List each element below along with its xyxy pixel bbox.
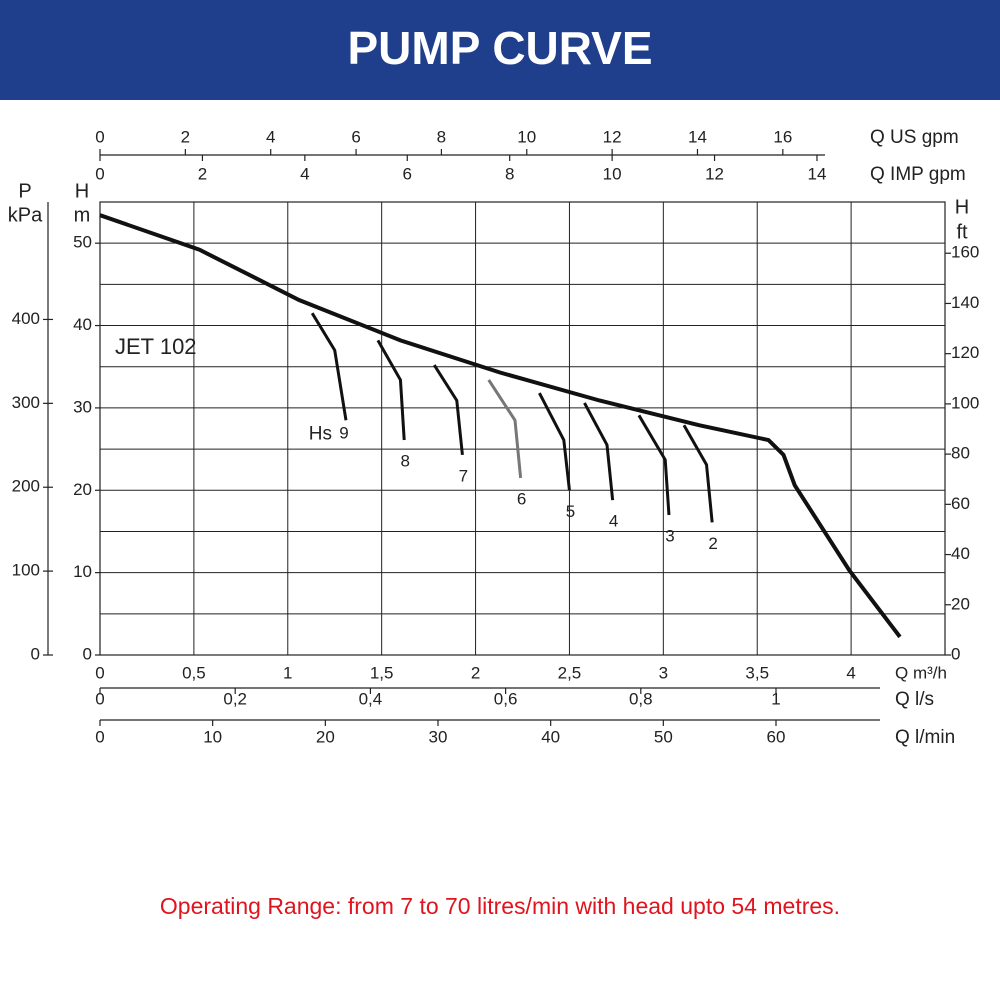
bottom-tick-label: 40 [541,727,560,746]
top-tick-label: 12 [603,127,622,146]
x-tick-label: 2,5 [558,663,582,682]
hs-label: 6 [517,489,526,508]
right-tick-label: 60 [951,494,970,513]
hs-label: 8 [400,452,409,471]
top-tick-label: 10 [517,127,536,146]
left-tick-label: 100 [12,561,40,580]
hs-curve [637,414,671,516]
y-tick-label: 50 [73,233,92,252]
x-tick-label: 1,5 [370,663,394,682]
y-tick-label: 20 [73,480,92,499]
bottom-tick-label: 10 [203,727,222,746]
bottom-tick-label: 0,2 [223,689,247,708]
bottom-tick-label: 60 [767,727,786,746]
y-tick-label: 0 [83,644,92,663]
hs-curve [432,364,464,456]
top-tick-label: 12 [705,164,724,183]
right-tick-label: 120 [951,343,979,362]
left-axis-label: P [18,180,31,202]
bottom-tick-label: 50 [654,727,673,746]
bottom-tick-label: 30 [429,727,448,746]
right-tick-label: 100 [951,393,979,412]
y-axis-label: H [75,180,89,202]
y-tick-label: 30 [73,397,92,416]
chart-title: PUMP CURVE [347,22,652,74]
bottom-tick-label: 0,8 [629,689,653,708]
top-axis-label: Q US gpm [870,127,959,148]
operating-note: Operating Range: from 7 to 70 litres/min… [160,893,840,919]
hs-title: Hs [309,423,332,444]
x-tick-label: 0 [95,663,104,682]
bottom-tick-label: 20 [316,727,335,746]
x-axis-label: Q m³/h [895,663,947,682]
top-tick-label: 8 [505,164,514,183]
hs-label: 9 [339,424,348,443]
plot-frame [99,201,946,656]
left-tick-label: 200 [12,477,40,496]
right-tick-label: 140 [951,293,979,312]
hs-label: 5 [566,502,575,521]
right-tick-label: 160 [951,243,979,262]
bottom-tick-label: 0 [95,689,104,708]
left-tick-label: 0 [31,644,40,663]
hs-label: 7 [459,466,468,485]
bottom-tick-label: 0,4 [359,689,383,708]
top-tick-label: 2 [181,127,190,146]
x-tick-label: 0,5 [182,663,206,682]
top-tick-label: 0 [95,164,104,183]
hs-curve [682,424,714,523]
bottom-tick-label: 1 [771,689,780,708]
bottom-tick-label: 0,6 [494,689,518,708]
bottom-axis-label: Q l/min [895,727,955,748]
top-tick-label: 6 [403,164,412,183]
top-tick-label: 14 [808,164,827,183]
hs-curve [376,339,406,441]
right-tick-label: 0 [951,644,960,663]
x-tick-label: 3 [659,663,668,682]
right-tick-label: 20 [951,594,970,613]
top-tick-label: 6 [351,127,360,146]
series-label: JET 102 [115,334,197,359]
bottom-tick-label: 0 [95,727,104,746]
x-tick-label: 2 [471,663,480,682]
right-tick-label: 40 [951,544,970,563]
top-axis-label: Q IMP gpm [870,164,966,185]
header-band [0,0,1000,100]
x-tick-label: 3,5 [745,663,769,682]
bottom-axis-label: Q l/s [895,689,934,710]
right-axis-label: H [955,196,969,218]
hs-label: 4 [609,512,618,531]
hs-label: 2 [708,534,717,553]
top-tick-label: 0 [95,127,104,146]
hs-curve [310,312,348,421]
top-tick-label: 10 [603,164,622,183]
top-tick-label: 2 [198,164,207,183]
hs-curve [487,379,523,479]
left-tick-label: 400 [12,309,40,328]
hs-curve [538,392,571,491]
x-tick-label: 4 [846,663,855,682]
pump-curve [99,213,902,639]
y-tick-label: 40 [73,315,92,334]
right-tick-label: 80 [951,444,970,463]
hs-label: 3 [665,526,674,545]
right-axis-label: ft [956,221,968,243]
top-tick-label: 4 [266,127,275,146]
y-axis-label: m [74,204,91,226]
y-tick-label: 10 [73,562,92,581]
x-tick-label: 1 [283,663,292,682]
top-tick-label: 14 [688,127,707,146]
hs-curve [583,402,615,501]
top-tick-label: 8 [437,127,446,146]
left-axis-label: kPa [8,204,43,226]
left-tick-label: 300 [12,393,40,412]
top-tick-label: 16 [773,127,792,146]
top-tick-label: 4 [300,164,309,183]
